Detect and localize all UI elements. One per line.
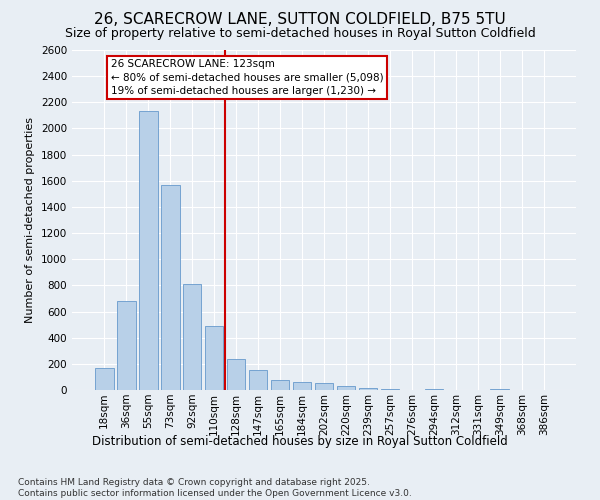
Text: 26 SCARECROW LANE: 123sqm
← 80% of semi-detached houses are smaller (5,098)
19% : 26 SCARECROW LANE: 123sqm ← 80% of semi-…: [111, 59, 383, 96]
Text: Contains HM Land Registry data © Crown copyright and database right 2025.
Contai: Contains HM Land Registry data © Crown c…: [18, 478, 412, 498]
Bar: [314, 384, 334, 390]
Bar: [337, 386, 355, 390]
Bar: [205, 326, 223, 390]
Text: Size of property relative to semi-detached houses in Royal Sutton Coldfield: Size of property relative to semi-detach…: [65, 28, 535, 40]
Bar: [359, 388, 377, 390]
Bar: [95, 368, 113, 390]
Bar: [490, 388, 509, 390]
Bar: [227, 358, 245, 390]
Bar: [271, 380, 289, 390]
Bar: [183, 284, 202, 390]
Y-axis label: Number of semi-detached properties: Number of semi-detached properties: [25, 117, 35, 323]
Text: 26, SCARECROW LANE, SUTTON COLDFIELD, B75 5TU: 26, SCARECROW LANE, SUTTON COLDFIELD, B7…: [94, 12, 506, 28]
Bar: [139, 112, 158, 390]
Bar: [117, 301, 136, 390]
Bar: [161, 184, 179, 390]
Bar: [249, 370, 268, 390]
Text: Distribution of semi-detached houses by size in Royal Sutton Coldfield: Distribution of semi-detached houses by …: [92, 435, 508, 448]
Bar: [293, 382, 311, 390]
